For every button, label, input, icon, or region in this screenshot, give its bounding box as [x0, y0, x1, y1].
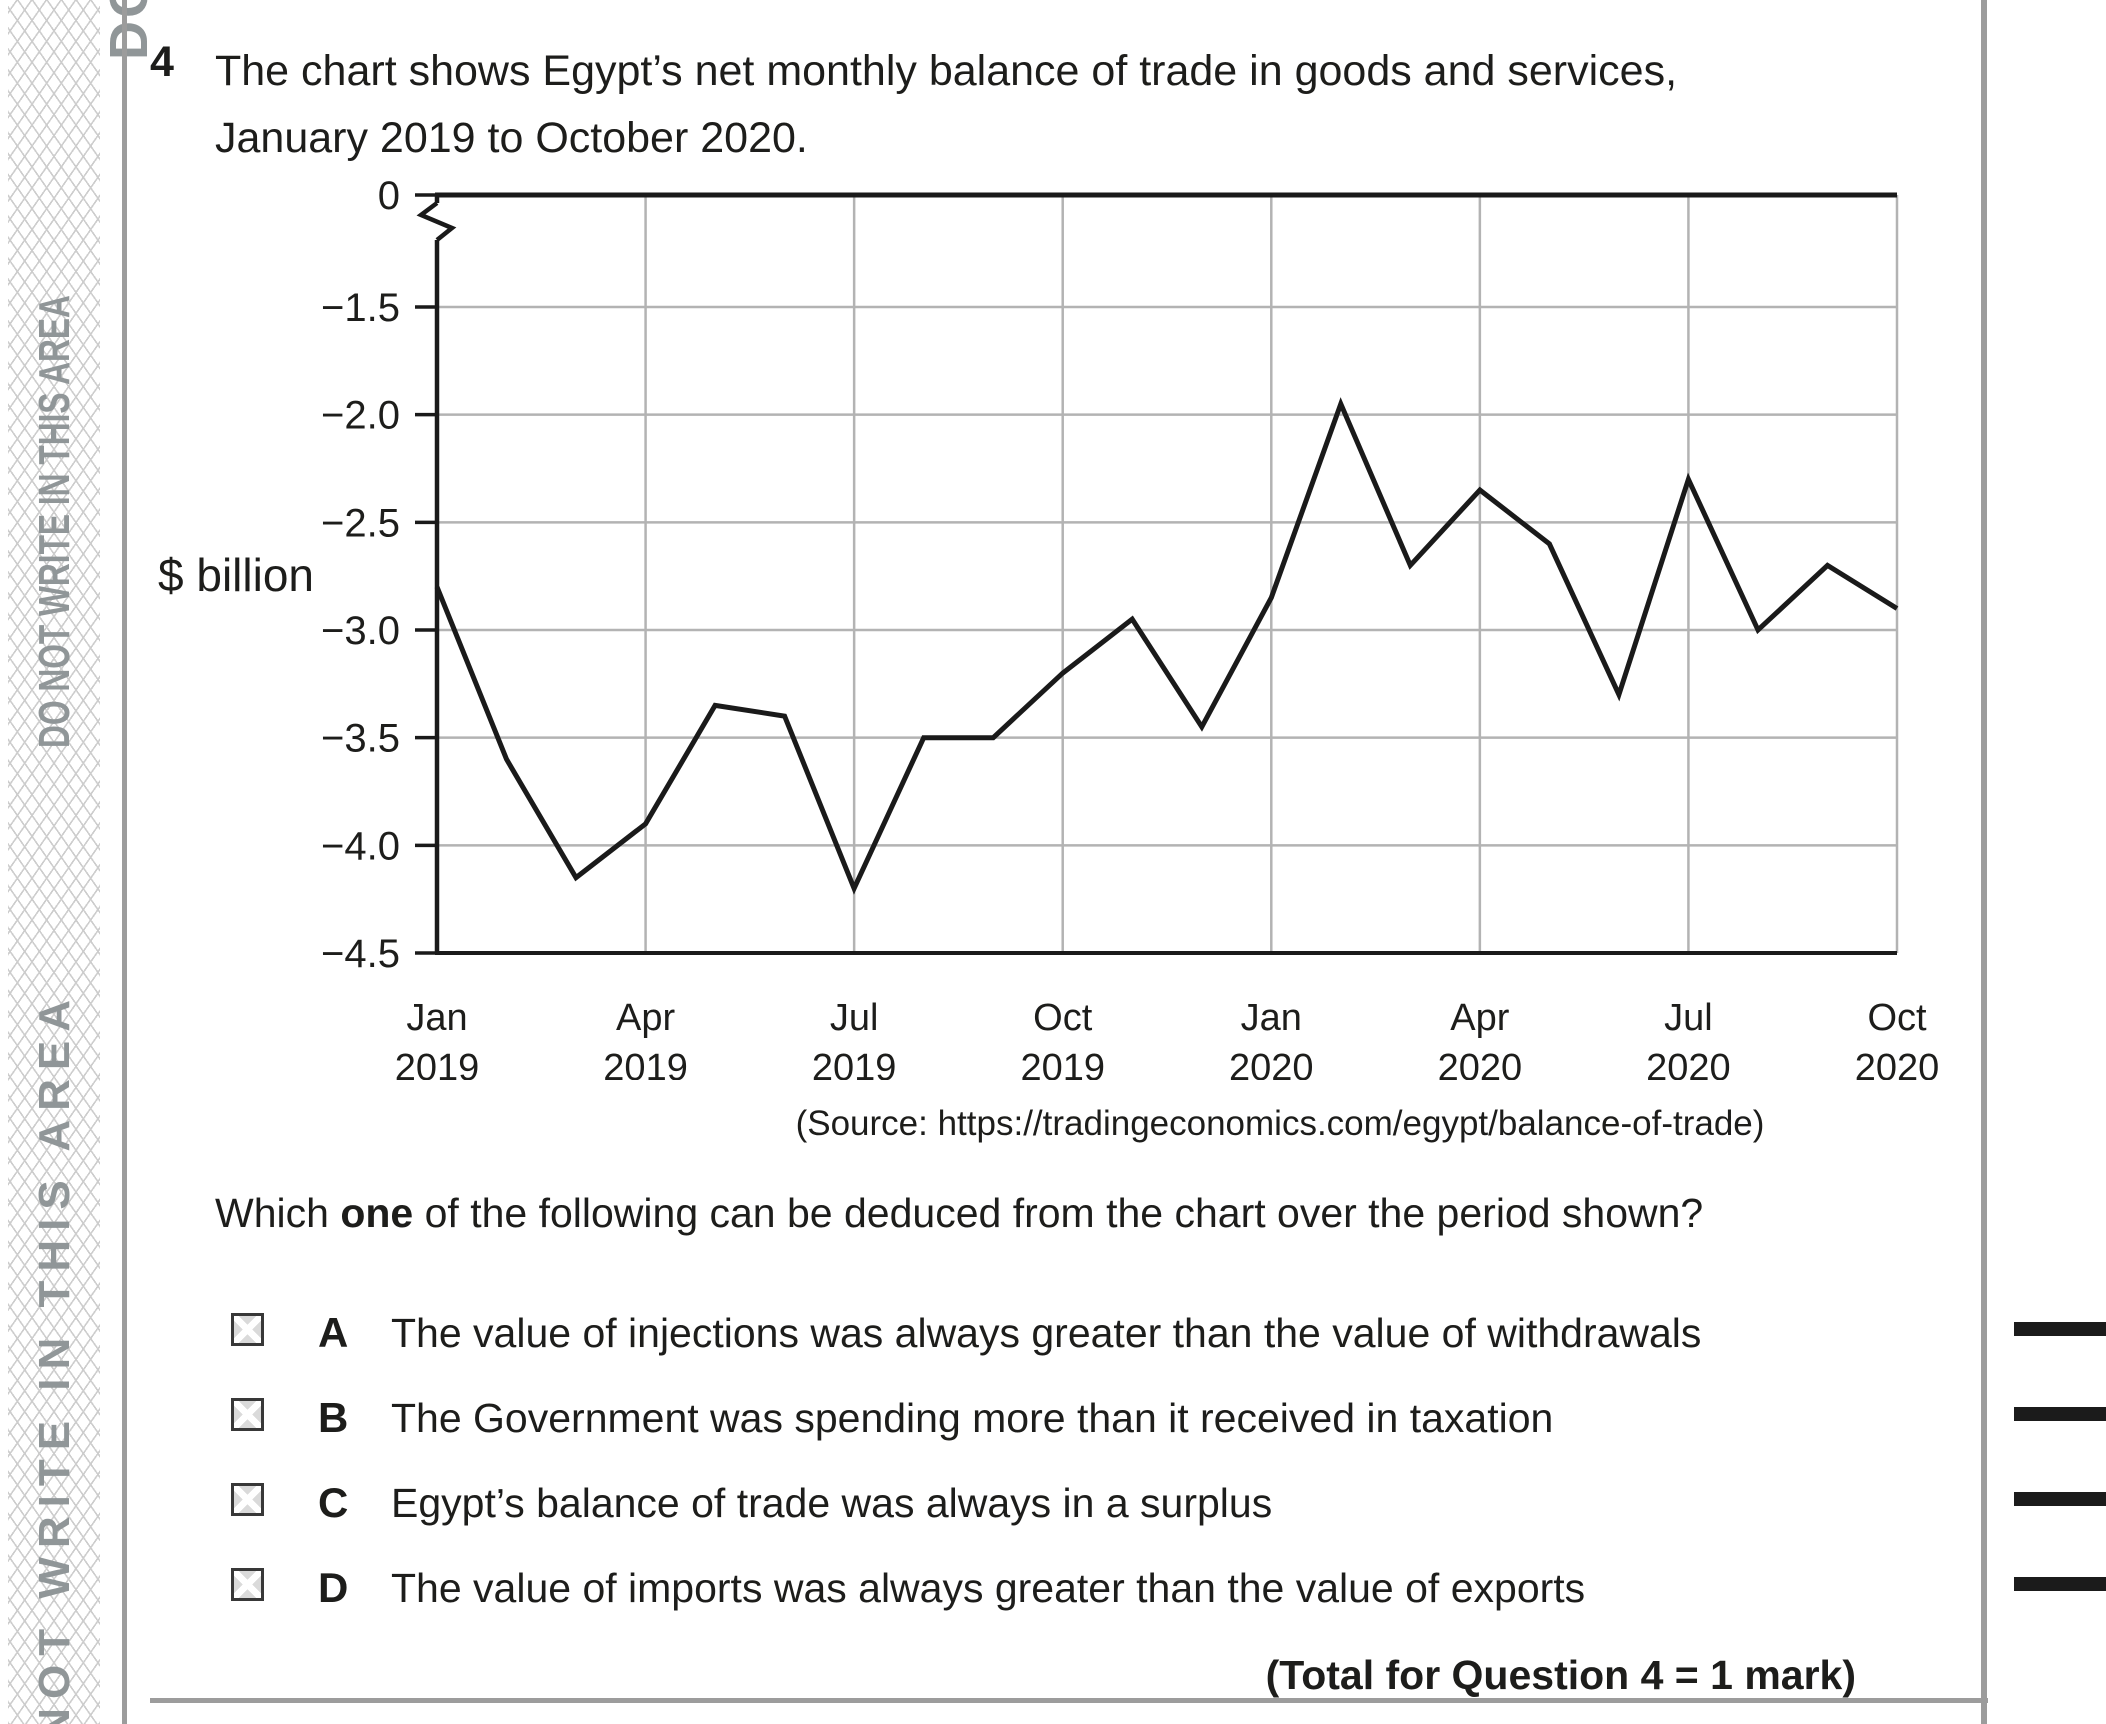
x-axis-tick-label-year: 2020: [1229, 1047, 1314, 1080]
x-axis-tick-label-month: Oct: [1033, 997, 1093, 1039]
do-not-write-watermark: DO NOT WRITE IN THIS AREA: [30, 295, 79, 748]
x-axis-tick-label-month: Jul: [830, 997, 879, 1039]
page-left-rule: [122, 0, 127, 1724]
y-axis-title: $ billion: [158, 549, 314, 601]
y-axis-tick-label: −2.0: [321, 394, 400, 438]
x-axis-tick-label-month: Apr: [616, 997, 675, 1039]
y-axis-tick-label: −3.5: [321, 717, 400, 761]
option-text-b: The Government was spending more than it…: [391, 1395, 1554, 1441]
x-axis-tick-label-year: 2019: [812, 1047, 897, 1080]
x-axis-tick-label-year: 2019: [395, 1047, 480, 1080]
option-text-c: Egypt’s balance of trade was always in a…: [391, 1480, 1273, 1526]
option-text-a: The value of injections was always great…: [391, 1310, 1702, 1356]
x-axis-tick-label-year: 2020: [1855, 1047, 1940, 1080]
question-intro: The chart shows Egypt’s net monthly bala…: [215, 38, 1715, 172]
y-axis-tick-label: −2.5: [321, 501, 400, 545]
x-axis-tick-label-year: 2019: [1020, 1047, 1105, 1080]
do-not-write-watermark: DO NOT WRITE IN THIS AREA: [30, 990, 79, 1724]
y-axis-tick-label: −1.5: [321, 286, 400, 330]
question-intro-line2: January 2019 to October 2020.: [215, 114, 808, 162]
x-axis-tick-label-year: 2020: [1646, 1047, 1731, 1080]
question-number: 4: [150, 38, 174, 86]
answer-checkbox-b[interactable]: [231, 1398, 264, 1431]
trade-balance-series-line: [434, 397, 1899, 895]
question-intro-line1: The chart shows Egypt’s net monthly bala…: [215, 47, 1678, 95]
option-row-c: C Egypt’s balance of trade was always in…: [231, 1479, 1791, 1543]
answer-checkbox-c[interactable]: [231, 1483, 264, 1516]
page-right-rule: [1981, 0, 1987, 1724]
question-prompt: Which one of the following can be deduce…: [215, 1190, 1815, 1237]
answer-checkbox-a[interactable]: [231, 1313, 264, 1346]
answer-margin-bar: [2014, 1322, 2106, 1336]
option-row-d: D The value of imports was always greate…: [231, 1564, 1791, 1628]
answer-checkbox-d[interactable]: [231, 1568, 264, 1601]
answer-margin-bar: [2014, 1577, 2106, 1591]
x-axis-tick-label-month: Jul: [1664, 997, 1713, 1039]
y-axis-tick-label: −4.5: [321, 932, 400, 976]
x-axis-tick-label-month: Apr: [1450, 997, 1509, 1039]
answer-margin-bar: [2014, 1407, 2106, 1421]
option-letter-d: D: [318, 1564, 349, 1611]
question-divider-rule: [150, 1698, 1988, 1703]
option-text-d: The value of imports was always greater …: [391, 1565, 1586, 1611]
x-axis-tick-label-month: Oct: [1867, 997, 1927, 1039]
option-letter-c: C: [318, 1479, 349, 1526]
prompt-post: of the following can be deduced from the…: [413, 1190, 1704, 1236]
y-axis-tick-label: 0: [378, 174, 400, 218]
x-axis-tick-label-month: Jan: [406, 997, 467, 1039]
x-axis-tick-label-year: 2019: [603, 1047, 688, 1080]
answer-margin-bar: [2014, 1492, 2106, 1506]
option-letter-b: B: [318, 1394, 349, 1441]
trade-balance-line-chart: 0−1.5−2.0−2.5−3.0−3.5−4.0−4.5Jan2019Apr2…: [321, 174, 1940, 1080]
option-row-b: B The Government was spending more than …: [231, 1394, 1791, 1458]
x-axis-tick-label-year: 2020: [1438, 1047, 1523, 1080]
prompt-pre: Which: [215, 1190, 341, 1236]
y-axis-tick-label: −4.0: [321, 824, 400, 868]
do-not-write-strip: [8, 0, 100, 1724]
prompt-bold: one: [340, 1190, 414, 1236]
y-axis-tick-label: −3.0: [321, 609, 400, 653]
option-row-a: A The value of injections was always gre…: [231, 1309, 1791, 1373]
y-axis-break-icon: [416, 201, 457, 242]
chart-source: (Source: https://tradingeconomics.com/eg…: [795, 1104, 1765, 1143]
x-axis-tick-label-month: Jan: [1241, 997, 1302, 1039]
total-marks-line: (Total for Question 4 = 1 mark): [1265, 1652, 1856, 1698]
option-letter-a: A: [318, 1309, 349, 1356]
